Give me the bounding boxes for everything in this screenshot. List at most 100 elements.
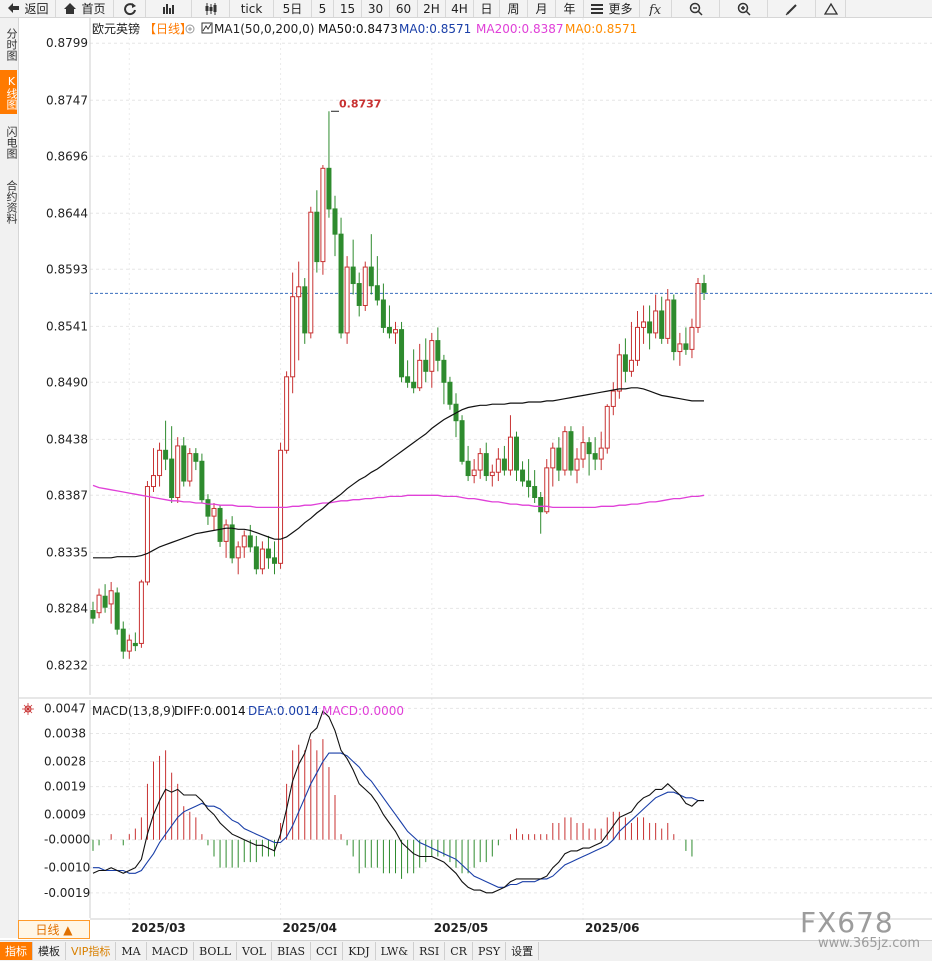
candle-body [96, 594, 102, 614]
toolbar-period-5-button[interactable]: 5 [312, 0, 334, 17]
bar-chart-icon [162, 3, 174, 14]
candle-body [459, 420, 465, 462]
toolbar-candlestick-button[interactable] [192, 0, 230, 17]
indicator-tab[interactable]: KDJ [343, 942, 376, 960]
toolbar-back-arrow-button[interactable]: 返回 [0, 0, 56, 17]
candle [574, 448, 580, 484]
candle-body [574, 458, 580, 471]
indicator-tab[interactable]: 指标 [0, 942, 33, 960]
indicator-tab[interactable]: RSI [414, 942, 446, 960]
toolbar-draw-pen-button[interactable] [768, 0, 816, 17]
candle [290, 272, 296, 394]
candle [308, 206, 314, 339]
y-tick-label: 0.8438 [46, 432, 88, 446]
candle-body [193, 453, 199, 462]
candle [278, 442, 284, 569]
x-tick-label: 2025/05 [434, 921, 488, 935]
indicator-box-icon [201, 22, 213, 34]
indicator-tab[interactable]: CCI [311, 942, 344, 960]
candle-body [435, 340, 441, 361]
indicator-tab[interactable]: VOL [237, 942, 273, 960]
candle-body [568, 431, 574, 471]
candle [628, 321, 634, 377]
candle [253, 535, 259, 575]
candle-body [653, 310, 659, 334]
toolbar-period-2H-button[interactable]: 2H [418, 0, 446, 17]
svg-text:fx: fx [649, 3, 662, 16]
candle [350, 239, 356, 295]
toolbar-period-60-button[interactable]: 60 [390, 0, 418, 17]
candle [320, 165, 326, 275]
indicator-wave-icon [202, 23, 212, 32]
candle [380, 283, 386, 333]
candle [616, 343, 622, 399]
tab-time-chart[interactable]: 分时图 [5, 27, 18, 61]
toolbar-period-30-button[interactable]: 30 [362, 0, 390, 17]
candle [435, 327, 441, 372]
indicator-tab[interactable]: 设置 [506, 942, 540, 960]
toolbar-period-日-button[interactable]: 日 [474, 0, 500, 17]
candle-body [586, 442, 592, 455]
menu-icon [591, 3, 604, 14]
candle [265, 535, 271, 569]
candle-body [284, 376, 290, 451]
candle [641, 305, 647, 344]
candle-body [187, 453, 193, 482]
toolbar-triangle-button[interactable] [816, 0, 846, 17]
toolbar-period-4H-button[interactable]: 4H [446, 0, 474, 17]
candle [429, 332, 435, 388]
toolbar-period-tick-button[interactable]: tick [230, 0, 274, 17]
candle-body [520, 469, 526, 482]
watermark-logo: FX678 [800, 906, 894, 939]
candle [532, 470, 538, 503]
candle [598, 431, 604, 471]
candle [568, 426, 574, 476]
toolbar-period-周-button[interactable]: 周 [500, 0, 528, 17]
indicator-tab[interactable]: BOLL [194, 942, 237, 960]
candle [90, 601, 96, 624]
candle-body [483, 453, 489, 477]
macd-legend-label: MACD(13,8,9) [92, 704, 176, 718]
toolbar-period-月-button[interactable]: 月 [528, 0, 556, 17]
toolbar-menu-button[interactable]: 更多 [584, 0, 640, 17]
toolbar-bar-chart-button[interactable] [146, 0, 192, 17]
tab-kline-chart[interactable]: K线图 [0, 70, 18, 114]
candle [677, 332, 683, 366]
candle [507, 415, 513, 476]
candle-body [501, 458, 507, 471]
tab-contract-info[interactable]: 合约资料 [5, 180, 18, 224]
candle [659, 296, 665, 344]
indicator-tab[interactable]: LW& [376, 942, 415, 960]
toolbar-zoom-out-button[interactable] [672, 0, 720, 17]
indicator-tab[interactable]: PSY [473, 942, 507, 960]
candle-body [622, 354, 628, 372]
candle [374, 256, 380, 306]
candle-body [126, 639, 132, 652]
candle-body [344, 266, 350, 334]
toolbar-zoom-in-button[interactable] [720, 0, 768, 17]
y-tick-label: 0.8387 [46, 488, 88, 502]
indicator-tab[interactable]: BIAS [272, 942, 311, 960]
indicator-tab[interactable]: 模板 [33, 942, 66, 960]
toolbar-home-button[interactable]: 首页 [56, 0, 114, 17]
candle [514, 431, 519, 482]
macd-legend-value: DIFF:0.0014 [174, 704, 246, 718]
candle-body [610, 390, 616, 407]
candle-body [447, 381, 453, 405]
period-selector-button[interactable]: 日线 ▲ [18, 920, 90, 939]
candle-body [259, 548, 265, 570]
toolbar-period-5日-button[interactable]: 5日 [274, 0, 312, 17]
indicator-tab[interactable]: MA [116, 942, 147, 960]
candle [114, 587, 120, 635]
indicator-tab[interactable]: CR [445, 942, 473, 960]
toolbar-refresh-button[interactable] [114, 0, 146, 17]
toolbar-period-年-button[interactable]: 年 [556, 0, 584, 17]
toolbar-period-15-button[interactable]: 15 [334, 0, 362, 17]
indicator-tab[interactable]: MACD [147, 942, 195, 960]
candle-body [229, 524, 235, 559]
tab-flash-chart[interactable]: 闪电图 [5, 125, 18, 159]
macd-y-tick-label: 0.0038 [44, 727, 86, 741]
toolbar-formula-button[interactable]: fx [640, 0, 672, 17]
candle-body [102, 595, 108, 608]
indicator-tab[interactable]: VIP指标 [66, 942, 117, 960]
